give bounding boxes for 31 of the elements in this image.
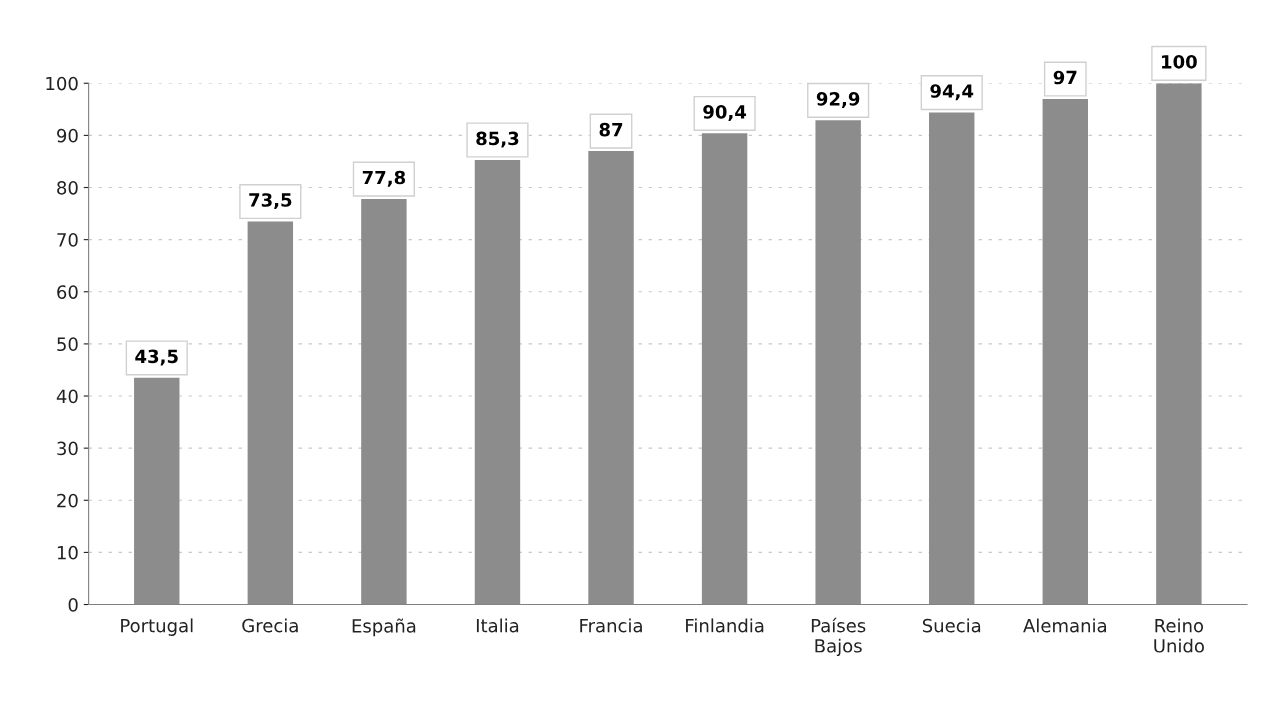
x-tick-label: Portugal [121,618,193,636]
y-tick-label: 10 [57,545,78,560]
y-tick-label: 40 [56,389,78,404]
x-tick-label: Italia [476,618,519,633]
data-label: 92,9 [816,92,860,108]
data-label: 87 [599,122,623,137]
data-label: 77,8 [362,170,406,187]
x-tick-label: Finlandia [686,618,764,633]
x-tick-label: Alemania [1023,618,1106,633]
x-tick-label: España [352,618,416,637]
y-tick-label: 30 [57,441,78,456]
y-tick-label: 20 [57,493,78,508]
y-tick-label: 60 [57,285,78,299]
x-tick-label: Países Bajos [811,617,866,657]
x-tick-label: Grecia [242,618,298,633]
x-tick-label: Francia [580,618,642,633]
x-tick-label: Suecia [922,618,981,633]
data-label: 97 [1053,70,1077,85]
y-tick-label: 70 [57,233,78,247]
y-tick-label: 80 [57,180,78,195]
data-label: 94,4 [930,84,974,101]
y-tick-label: 50 [57,337,78,352]
data-label: 100 [1162,54,1197,69]
data-label: 85,3 [476,131,519,148]
y-tick-label: 90 [57,128,78,143]
data-label: 90,4 [703,105,747,121]
data-label: 73,5 [249,193,292,210]
x-tick-label: Reino Unido [1154,618,1204,653]
y-tick-label: 0 [68,598,78,612]
y-tick-label: 100 [46,76,78,91]
data-label: 43,5 [135,349,178,366]
